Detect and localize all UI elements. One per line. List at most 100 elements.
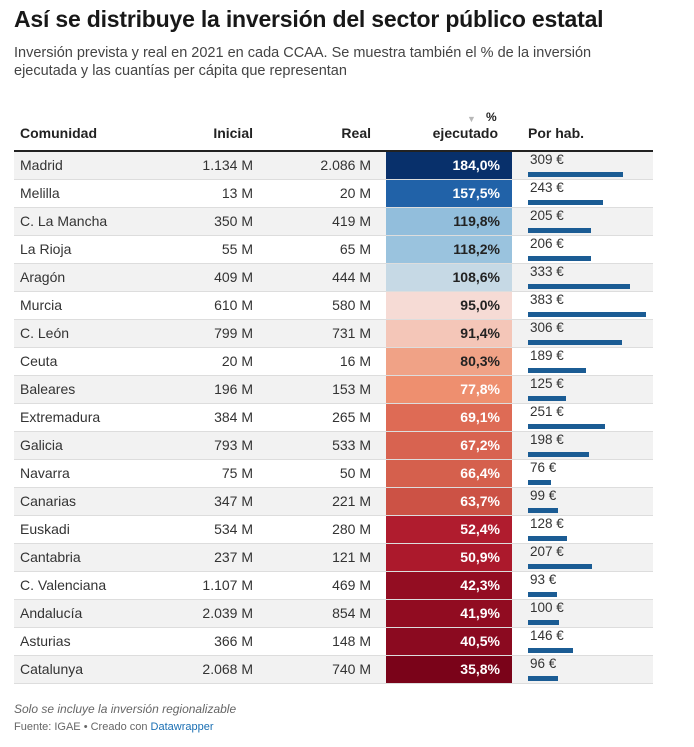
chart-subtitle: Inversión prevista y real en 2021 en cad… <box>14 45 592 79</box>
row-real: 16 M <box>339 353 371 369</box>
row-hab-bar <box>528 340 622 345</box>
table-row: La Rioja 55 M 65 M 118,2% 206 € <box>14 236 653 264</box>
table-row: Melilla 13 M 20 M 157,5% 243 € <box>14 180 653 208</box>
row-real: 148 M <box>332 633 371 649</box>
row-pct-ejecutado: 80,3% <box>386 348 512 375</box>
table-row: C. León 799 M 731 M 91,4% 306 € <box>14 320 653 348</box>
row-por-hab: 189 € <box>530 348 564 363</box>
row-inicial: 534 M <box>214 521 253 537</box>
row-por-hab: 93 € <box>530 572 557 587</box>
row-real: 580 M <box>332 297 371 313</box>
row-inicial: 366 M <box>214 633 253 649</box>
row-por-hab: 128 € <box>530 516 564 531</box>
row-comunidad: Galicia <box>20 437 63 453</box>
row-comunidad: La Rioja <box>20 241 72 257</box>
row-real: 533 M <box>332 437 371 453</box>
header-inicial[interactable]: Inicial <box>213 125 253 141</box>
row-hab-bar <box>528 648 573 653</box>
row-real: 153 M <box>332 381 371 397</box>
row-pct-ejecutado: 67,2% <box>386 432 512 459</box>
row-inicial: 237 M <box>214 549 253 565</box>
table-row: Cantabria 237 M 121 M 50,9% 207 € <box>14 544 653 572</box>
row-comunidad: Madrid <box>20 157 63 173</box>
row-pct-ejecutado: 66,4% <box>386 460 512 487</box>
row-inicial: 196 M <box>214 381 253 397</box>
header-divider <box>14 150 653 152</box>
datawrapper-link[interactable]: Datawrapper <box>150 721 214 733</box>
row-hab-bar <box>528 480 551 485</box>
table-row: C. La Mancha 350 M 419 M 119,8% 205 € <box>14 208 653 236</box>
row-real: 265 M <box>332 409 371 425</box>
row-hab-bar <box>528 256 591 261</box>
table-row: Extremadura 384 M 265 M 69,1% 251 € <box>14 404 653 432</box>
row-hab-bar <box>528 172 623 177</box>
table-row: C. Valenciana 1.107 M 469 M 42,3% 93 € <box>14 572 653 600</box>
source-line: Fuente: IGAE • Creado con Datawrapper <box>14 721 214 733</box>
row-inicial: 350 M <box>214 213 253 229</box>
row-pct-ejecutado: 184,0% <box>386 152 512 179</box>
row-pct-ejecutado: 77,8% <box>386 376 512 403</box>
row-comunidad: Baleares <box>20 381 76 397</box>
table-row: Canarias 347 M 221 M 63,7% 99 € <box>14 488 653 516</box>
row-hab-bar <box>528 676 558 681</box>
header-por-hab[interactable]: Por hab. <box>528 125 585 141</box>
row-hab-bar <box>528 284 630 289</box>
header-pct-symbol[interactable]: % <box>486 110 497 124</box>
header-real[interactable]: Real <box>341 125 371 141</box>
row-inicial: 384 M <box>214 409 253 425</box>
row-pct-ejecutado: 118,2% <box>386 236 512 263</box>
row-pct-ejecutado: 50,9% <box>386 544 512 571</box>
row-comunidad: Melilla <box>20 185 60 201</box>
row-pct-ejecutado: 69,1% <box>386 404 512 431</box>
footnote: Solo se incluye la inversión regionaliza… <box>14 702 237 716</box>
row-real: 854 M <box>332 605 371 621</box>
table-row: Asturias 366 M 148 M 40,5% 146 € <box>14 628 653 656</box>
row-real: 469 M <box>332 577 371 593</box>
row-por-hab: 306 € <box>530 320 564 335</box>
row-pct-ejecutado: 108,6% <box>386 264 512 291</box>
row-pct-ejecutado: 35,8% <box>386 656 512 683</box>
row-pct-ejecutado: 119,8% <box>386 208 512 235</box>
table-row: Baleares 196 M 153 M 77,8% 125 € <box>14 376 653 404</box>
row-pct-ejecutado: 63,7% <box>386 488 512 515</box>
row-inicial: 13 M <box>221 185 253 201</box>
row-por-hab: 96 € <box>530 656 557 671</box>
row-hab-bar <box>528 508 558 513</box>
row-comunidad: Euskadi <box>20 521 70 537</box>
header-comunidad[interactable]: Comunidad <box>20 125 97 141</box>
row-inicial: 409 M <box>214 269 253 285</box>
row-real: 65 M <box>339 241 371 257</box>
row-inicial: 799 M <box>214 325 253 341</box>
row-comunidad: Extremadura <box>20 409 101 425</box>
row-comunidad: Asturias <box>20 633 71 649</box>
row-hab-bar <box>528 564 592 569</box>
row-real: 121 M <box>332 549 371 565</box>
row-pct-ejecutado: 41,9% <box>386 600 512 627</box>
row-por-hab: 100 € <box>530 600 564 615</box>
row-comunidad: Canarias <box>20 493 77 509</box>
row-inicial: 347 M <box>214 493 253 509</box>
row-pct-ejecutado: 52,4% <box>386 516 512 543</box>
header-ejecutado[interactable]: ejecutado <box>432 125 498 141</box>
table-row: Ceuta 20 M 16 M 80,3% 189 € <box>14 348 653 376</box>
row-por-hab: 243 € <box>530 180 564 195</box>
source-text: Fuente: IGAE • Creado con <box>14 721 151 733</box>
row-hab-bar <box>528 312 646 317</box>
row-pct-ejecutado: 40,5% <box>386 628 512 655</box>
row-por-hab: 76 € <box>530 460 557 475</box>
row-hab-bar <box>528 452 589 457</box>
row-real: 50 M <box>339 465 371 481</box>
row-inicial: 20 M <box>221 353 253 369</box>
row-por-hab: 251 € <box>530 404 564 419</box>
row-por-hab: 333 € <box>530 264 564 279</box>
row-pct-ejecutado: 157,5% <box>386 180 512 207</box>
row-hab-bar <box>528 396 566 401</box>
table-row: Andalucía 2.039 M 854 M 41,9% 100 € <box>14 600 653 628</box>
row-hab-bar <box>528 592 557 597</box>
row-pct-ejecutado: 91,4% <box>386 320 512 347</box>
row-comunidad: Catalunya <box>20 661 84 677</box>
sort-down-icon[interactable]: ▼ <box>467 114 476 124</box>
row-hab-bar <box>528 200 603 205</box>
row-comunidad: Cantabria <box>20 549 81 565</box>
row-por-hab: 205 € <box>530 208 564 223</box>
